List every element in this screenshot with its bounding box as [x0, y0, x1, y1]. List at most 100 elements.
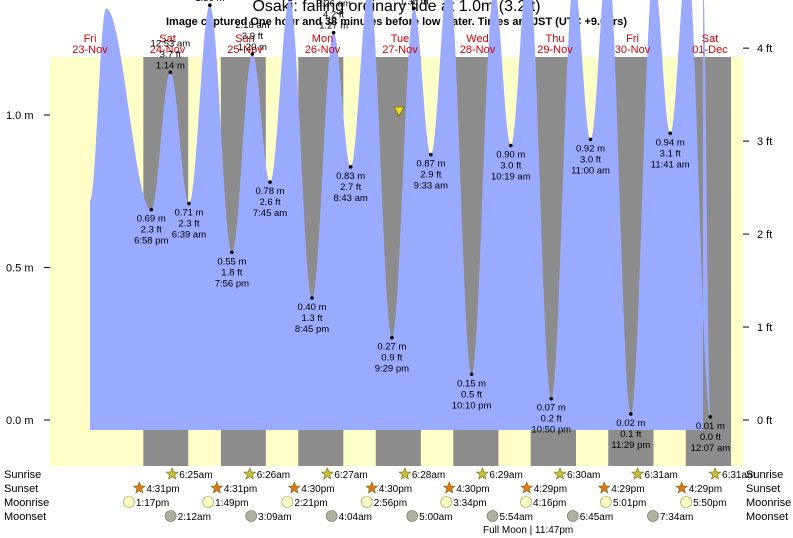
day-date-label: 27-Nov [382, 44, 418, 56]
y-tick-label-m: 0.0 m [6, 415, 34, 427]
day-date-label: 26-Nov [305, 44, 341, 56]
moonrise-icon [360, 496, 373, 508]
sunset-icon [210, 481, 224, 494]
moonrise-icon [520, 496, 532, 508]
tide-time-label: 11:29 pm [611, 440, 650, 451]
tide-ft-label: 0.1 ft [620, 429, 641, 440]
moonrise-icon [680, 496, 692, 508]
tide-ft-label: 0.9 ft [381, 353, 402, 364]
tide-time-label: 3:26 am [316, 0, 350, 10]
y-tick-label-ft: 3 ft [757, 136, 772, 148]
row-label-left: Moonrise [4, 497, 49, 509]
tide-point [208, 3, 212, 7]
tide-m-label: 1.35 m [400, 0, 429, 7]
moonset-time: 2:12am [178, 512, 211, 523]
tide-point [588, 137, 593, 142]
day-date-label: 23-Nov [72, 44, 108, 56]
moonset-icon [647, 510, 659, 522]
tide-time-label: 10:10 pm [452, 400, 492, 411]
tide-time-label: 6:58 pm [134, 236, 168, 247]
moonset-icon [164, 510, 177, 522]
tide-ft-label: 2.3 ft [178, 218, 199, 229]
tide-ft-label: 1.8 ft [221, 267, 242, 278]
moonset-icon [566, 510, 579, 522]
tide-point [168, 70, 173, 75]
y-tick-label-ft: 4 ft [757, 43, 772, 55]
sunrise-icon [631, 467, 644, 480]
tide-point [549, 396, 554, 401]
y-tick-label-m: 1.0 m [6, 110, 34, 122]
sunset-time: 4:29pm [611, 484, 644, 495]
tide-point [331, 30, 336, 35]
tide-water-area [90, 0, 711, 430]
tide-m-label: 1.20 m [238, 42, 267, 53]
tide-point [268, 180, 272, 184]
tide-m-label: 1.14 m [156, 60, 185, 71]
tide-ft-label: 4.2 ft [323, 10, 344, 21]
tide-time-label: 8:43 am [333, 193, 367, 204]
tide-ft-label: 3.1 ft [660, 148, 681, 159]
tide-point [149, 207, 154, 212]
sunrise-time: 6:26am [257, 470, 290, 481]
tide-point [310, 296, 314, 300]
tide-ft-label: 2.6 ft [259, 197, 280, 208]
row-label-right: Sunrise [746, 469, 783, 481]
row-label-right: Sunset [746, 483, 780, 495]
row-label-left: Moonset [4, 511, 46, 523]
tide-ft-label: 1.3 ft [301, 313, 322, 324]
current-level-marker [393, 106, 405, 117]
tide-ft-label: 2.9 ft [420, 170, 441, 181]
sunset-time: 4:30pm [301, 484, 334, 495]
full-moon-label: Full Moon | 11:47pm [483, 525, 573, 536]
tide-m-label: 0.90 m [496, 150, 525, 161]
y-tick-label-m: 0.5 m [6, 263, 34, 275]
moonset-icon [406, 510, 418, 522]
sunrise-icon [398, 467, 412, 480]
tide-point [348, 165, 353, 169]
row-label-left: Sunrise [4, 469, 41, 481]
sunrise-icon [320, 467, 334, 480]
tide-point [288, 0, 292, 1]
moonrise-time: 1:49pm [215, 498, 248, 509]
moonrise-time: 5:50pm [693, 498, 726, 509]
sunrise-time: 6:27am [334, 470, 367, 481]
tide-m-label: 1.36 m [195, 0, 224, 4]
tide-m-label: 0.27 m [377, 342, 406, 353]
sunset-time: 4:30pm [379, 484, 412, 495]
tide-time-label: 11:41 am [651, 159, 690, 170]
tide-m-label: 0.71 m [174, 207, 203, 218]
moonset-time: 7:34am [660, 512, 693, 523]
tide-m-label: 0.78 m [256, 186, 285, 197]
moonset-time: 6:45am [580, 512, 613, 523]
tide-m-label: 1.27 m [319, 21, 348, 32]
moonrise-icon [600, 496, 612, 508]
tide-ft-label: 3.9 ft [242, 31, 263, 42]
tide-ft-label: 0.0 ft [700, 432, 721, 443]
tide-time-label: 11:00 am [571, 165, 610, 176]
tide-point [250, 52, 255, 56]
tide-point [429, 152, 433, 157]
day-name-label: Thu [546, 33, 565, 45]
tide-time-label: 10:50 pm [531, 425, 571, 436]
moonset-icon [245, 510, 257, 522]
chart-title: Osaki: falling ordinary tide at 1.0m (3.… [252, 0, 541, 15]
y-tick-label-ft: 0 ft [757, 415, 772, 427]
sunrise-time: 6:29am [489, 470, 522, 481]
sunset-icon [675, 481, 689, 494]
tide-m-label: 0.55 m [217, 256, 246, 267]
day-date-label: 29-Nov [537, 44, 573, 56]
tide-time-label: 7:45 am [253, 208, 287, 219]
moonset-icon [486, 510, 499, 522]
tide-ft-label: 2.3 ft [141, 225, 162, 236]
moonrise-time: 4:16pm [533, 498, 566, 509]
tide-m-label: 0.94 m [656, 137, 685, 148]
sunrise-icon [553, 467, 567, 480]
tide-ft-label: 2.7 ft [340, 182, 361, 193]
sunrise-icon [243, 467, 257, 480]
sunrise-time: 6:31am [645, 470, 678, 481]
sunrise-icon [165, 467, 179, 480]
day-date-label: 24-Nov [150, 44, 186, 56]
moonrise-icon [202, 496, 214, 508]
